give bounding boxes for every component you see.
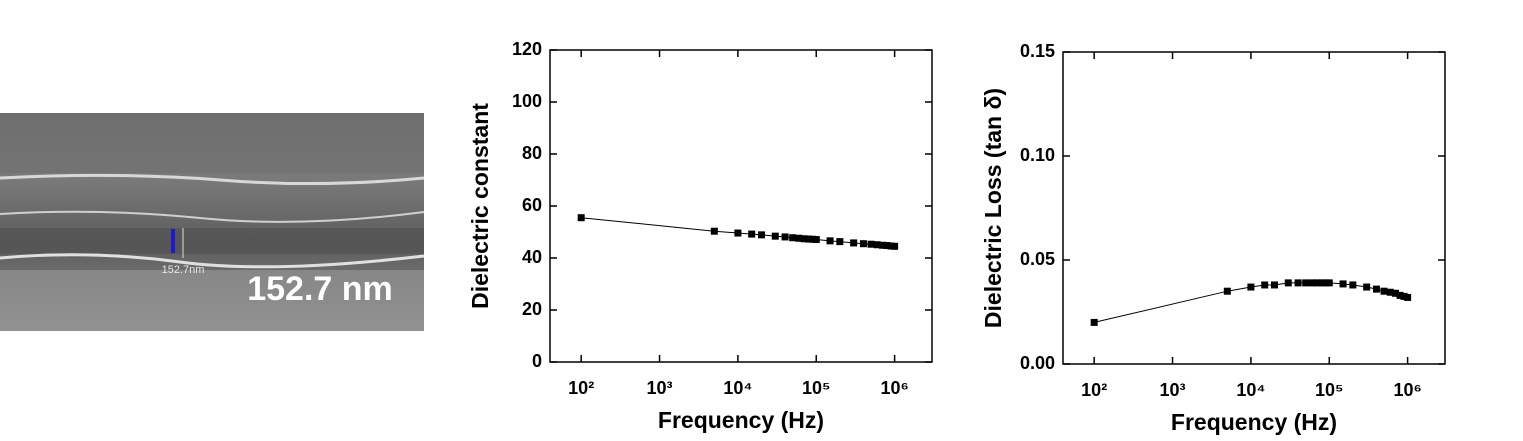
y-tick-label: 0.10 [1020,145,1055,165]
data-point [800,235,808,243]
data-point [1294,279,1302,287]
x-axis-title: Frequency (Hz) [658,407,824,433]
data-point [1308,279,1316,287]
thickness-label: 152.7 nm [247,270,393,308]
data-point [850,239,858,247]
data-point [867,240,875,248]
x-tick-label: 10⁴ [1236,380,1265,400]
plot-frame [549,49,933,363]
x-axis-title: Frequency (Hz) [1171,409,1337,435]
scale-label: 152.7nm [162,264,205,276]
data-point [859,240,867,248]
y-tick-label: 80 [522,143,542,163]
data-point [1396,291,1404,299]
x-tick-label: 10³ [647,378,673,398]
data-point [1090,318,1098,326]
x-tick-label: 10⁶ [880,378,908,398]
data-point [1313,279,1321,287]
chart: 0 20 40 60 80 100 120 10² 10³ 10⁴ 10⁵ 10⁶ Frequency … [467,39,933,433]
chart: 0.00 0.05 0.10 0.15 10² 10³ 10⁴ 10⁵ 10⁶ Frequency… [980,41,1446,435]
y-axis-title: Dielectric constant [467,103,493,309]
data-point [1372,285,1380,293]
x-tick-label: 10⁴ [723,378,752,398]
y-tick-label: 100 [512,91,542,111]
data-point [1404,293,1412,301]
data-point [883,242,891,250]
data-point [1270,281,1278,289]
data-point [1325,279,1333,287]
y-tick-label: 0.15 [1020,41,1055,61]
y-tick-label: 0.05 [1020,249,1055,269]
data-point [710,227,718,235]
data-point [771,232,779,240]
data-point [1302,279,1310,287]
data-point [1284,279,1292,287]
y-tick-label: 40 [522,247,542,267]
y-tick-label: 0.00 [1020,353,1055,373]
data-point [809,235,817,243]
x-tick-label: 10² [1081,380,1107,400]
data-point [1322,279,1330,287]
data-point [1318,279,1326,287]
data-point [878,241,886,249]
x-tick-label: 10³ [1160,380,1186,400]
y-axis-title: Dielectric Loss (tan δ) [980,88,1006,328]
data-point [1339,280,1347,288]
data-point [1247,283,1255,291]
x-tick-label: 10² [568,378,594,398]
data-point [1261,281,1269,289]
data-point [1400,292,1408,300]
data-point [734,229,742,237]
data-point [781,233,789,241]
data-point [1223,287,1231,295]
data-point [1349,281,1357,289]
y-tick-label: 20 [522,299,542,319]
data-point [826,237,834,245]
data-point [1363,283,1371,291]
sem-image: 152.7nm 152.7 nm [0,113,425,331]
plot-frame [1062,51,1446,365]
data-point [805,235,813,243]
data-point [887,242,895,250]
x-tick-label: 10⁶ [1393,380,1421,400]
data-point [795,234,803,242]
data-point [812,236,820,244]
data-point [577,214,585,222]
x-tick-label: 10⁵ [1315,380,1343,400]
x-tick-label: 10⁵ [802,378,830,398]
data-point [757,231,765,239]
data-point [873,241,881,249]
data-point [789,234,797,242]
y-tick-label: 0 [532,351,542,371]
data-point [1380,287,1388,295]
y-tick-label: 60 [522,195,542,215]
data-point [748,230,756,238]
data-point [836,238,844,246]
data-point [891,242,899,250]
y-tick-label: 120 [512,39,542,59]
data-point [1386,288,1394,296]
data-point [1391,289,1399,297]
